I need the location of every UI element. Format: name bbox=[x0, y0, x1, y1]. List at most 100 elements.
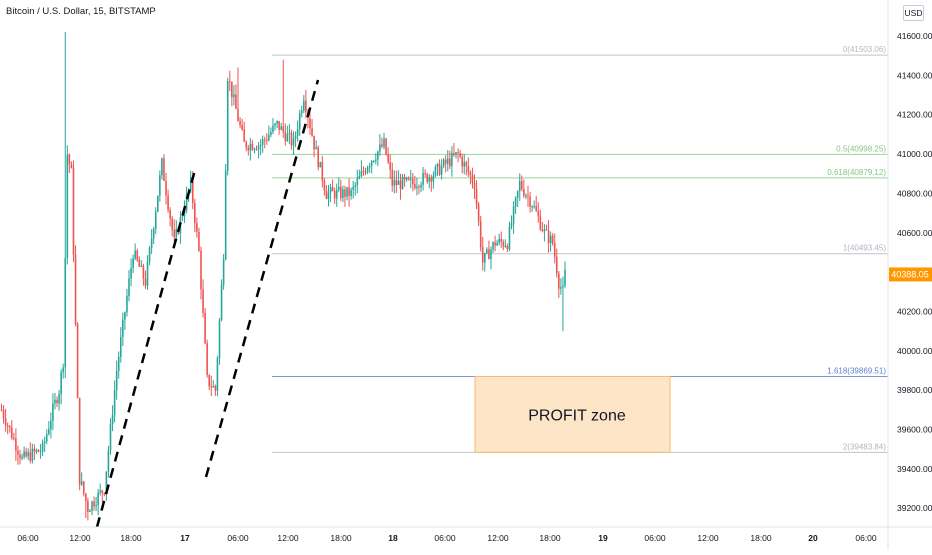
price-axis[interactable]: 41600.00 41400.00 41200.00 41000.00 40800.00… bbox=[887, 0, 932, 550]
candle-body bbox=[130, 267, 132, 279]
candle-body bbox=[422, 173, 424, 185]
candle-body bbox=[387, 154, 389, 163]
candle-body bbox=[298, 113, 301, 130]
candle-body bbox=[560, 287, 562, 289]
candle-body bbox=[255, 149, 258, 151]
candle-body bbox=[163, 158, 165, 181]
candle-body bbox=[231, 81, 233, 98]
candle-body bbox=[200, 250, 202, 290]
candle-body bbox=[483, 253, 486, 263]
candle-body bbox=[381, 144, 383, 147]
candle-body bbox=[543, 229, 546, 232]
candle-body bbox=[362, 170, 365, 172]
time-tick-label: 12:00 bbox=[69, 533, 91, 543]
trend-line-dashed[interactable] bbox=[95, 169, 197, 528]
candle-body bbox=[525, 195, 527, 197]
profit-zone-rect[interactable]: PROFIT zone bbox=[474, 375, 671, 453]
candle-body bbox=[424, 173, 426, 175]
time-tick-label: 12:00 bbox=[277, 533, 299, 543]
candle-body bbox=[428, 177, 431, 182]
candle-body bbox=[101, 490, 104, 493]
candle-body bbox=[409, 178, 412, 180]
candle-body bbox=[17, 450, 19, 455]
candle-body bbox=[276, 120, 278, 124]
trend-lines[interactable] bbox=[95, 79, 320, 528]
candle-body bbox=[506, 245, 509, 250]
currency-button[interactable]: USD bbox=[903, 5, 924, 21]
candle-body bbox=[444, 159, 447, 164]
candle-body bbox=[165, 180, 167, 196]
candle-body bbox=[134, 250, 136, 259]
fib-level-label: 0.5(40998.25) bbox=[836, 144, 886, 153]
fib-level-label: 0.618(40879.12) bbox=[827, 168, 886, 177]
candle-body bbox=[222, 259, 225, 285]
candle-body bbox=[156, 195, 159, 212]
candle-body bbox=[6, 425, 9, 427]
candle-body bbox=[259, 144, 262, 146]
candle-body bbox=[183, 210, 186, 217]
candle-body bbox=[272, 125, 274, 132]
candle-body bbox=[76, 323, 79, 398]
candle-body bbox=[89, 510, 91, 512]
candle-body bbox=[122, 319, 124, 338]
candle-body bbox=[0, 409, 3, 411]
candle-body bbox=[309, 118, 311, 129]
candle-body bbox=[370, 161, 373, 167]
candle-body bbox=[243, 129, 245, 142]
candle-body bbox=[226, 81, 229, 171]
candle-body bbox=[202, 289, 204, 313]
trend-line-dashed[interactable] bbox=[204, 79, 320, 478]
profit-zone-box[interactable] bbox=[474, 375, 671, 453]
candle-body bbox=[161, 158, 163, 176]
candle-body bbox=[342, 189, 344, 198]
candle-body bbox=[529, 196, 531, 207]
time-tick-label: 18:00 bbox=[750, 533, 772, 543]
candle-body bbox=[274, 123, 276, 126]
candle-body bbox=[154, 211, 157, 229]
candle-body bbox=[327, 192, 330, 200]
candle-body bbox=[383, 138, 385, 147]
candle-body bbox=[152, 228, 155, 239]
candle-body bbox=[500, 238, 503, 242]
candle-body bbox=[204, 312, 206, 344]
candle-body bbox=[471, 175, 474, 183]
time-tick-label: 06:00 bbox=[644, 533, 666, 543]
candle-body bbox=[539, 216, 542, 230]
candle-body bbox=[280, 126, 282, 130]
candle-body bbox=[15, 438, 17, 451]
candle-body bbox=[48, 429, 50, 435]
candle-body bbox=[212, 386, 215, 388]
fib-level-label: 2(39483.84) bbox=[843, 442, 886, 451]
candle-body bbox=[457, 152, 459, 154]
time-tick-label: 20 bbox=[808, 533, 818, 543]
candle-body bbox=[263, 139, 266, 141]
candle-body bbox=[465, 162, 468, 167]
candle-body bbox=[317, 147, 320, 168]
candle-body bbox=[467, 166, 470, 173]
candle-body bbox=[364, 171, 367, 173]
candle-body bbox=[196, 223, 198, 232]
candle-body bbox=[512, 206, 515, 224]
candle-body bbox=[115, 371, 118, 391]
candle-body bbox=[333, 191, 336, 199]
candle-body bbox=[237, 108, 239, 122]
candle-body bbox=[54, 399, 56, 404]
candle-body bbox=[453, 153, 455, 155]
candle-body bbox=[449, 158, 451, 167]
candle-body bbox=[446, 158, 449, 164]
time-tick-label: 18:00 bbox=[330, 533, 352, 543]
candle-body bbox=[463, 162, 466, 167]
candle-body bbox=[278, 120, 280, 130]
candle-body bbox=[257, 145, 260, 150]
candle-body bbox=[117, 356, 120, 372]
candle-body bbox=[103, 492, 106, 495]
candle-body bbox=[19, 454, 21, 459]
candle-body bbox=[253, 149, 256, 151]
candle-body bbox=[405, 177, 408, 180]
candle-body bbox=[2, 409, 5, 419]
time-axis[interactable]: 06:00 12:00 18:00 17 06:00 12:00 18:00 18 06:00 1… bbox=[0, 526, 932, 543]
candle-body bbox=[323, 180, 326, 191]
candle-body bbox=[379, 144, 381, 152]
